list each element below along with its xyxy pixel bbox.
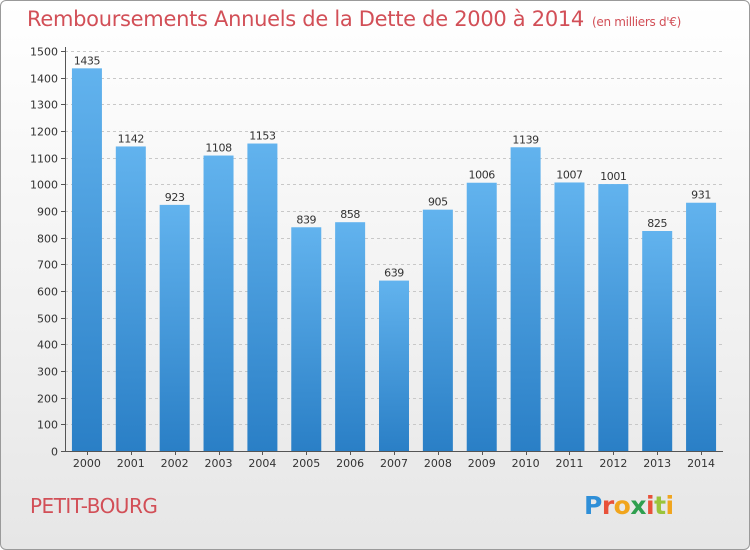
data-label: 858 bbox=[340, 208, 360, 221]
logo-letter: i bbox=[665, 491, 675, 520]
labels: 0 100 200 300 400 500 600 700 800 900 1000 1100 1200… bbox=[30, 46, 715, 471]
bar bbox=[642, 231, 673, 451]
y-tick-label: 800 bbox=[37, 233, 58, 246]
bar bbox=[466, 182, 497, 451]
chart-subtitle: (en milliers d'€) bbox=[592, 15, 682, 29]
logo-letter: x bbox=[630, 491, 646, 520]
y-tick-label: 300 bbox=[37, 366, 58, 379]
bar bbox=[71, 68, 102, 451]
logo-letter: o bbox=[613, 491, 631, 520]
data-label: 1139 bbox=[512, 133, 539, 146]
data-label: 1007 bbox=[556, 168, 583, 181]
data-label: 905 bbox=[428, 196, 448, 209]
x-tick-label: 2001 bbox=[117, 457, 145, 470]
bar bbox=[686, 202, 717, 451]
data-label: 1142 bbox=[118, 132, 144, 145]
y-tick-label: 900 bbox=[37, 206, 58, 219]
x-tick-label: 2002 bbox=[161, 457, 189, 470]
y-tick-label: 100 bbox=[37, 419, 58, 432]
bar bbox=[554, 182, 585, 451]
axes bbox=[61, 47, 723, 455]
x-tick-label: 2010 bbox=[512, 457, 540, 470]
bar bbox=[159, 204, 190, 451]
bar bbox=[510, 147, 541, 451]
bars bbox=[71, 68, 717, 452]
data-label: 1435 bbox=[74, 54, 101, 67]
y-tick-label: 200 bbox=[37, 393, 58, 406]
x-tick-label: 2011 bbox=[555, 457, 583, 470]
y-tick-label: 600 bbox=[37, 286, 58, 299]
x-tick-label: 2014 bbox=[687, 457, 715, 470]
y-tick-label: 1400 bbox=[30, 73, 58, 86]
x-tick-label: 2013 bbox=[643, 457, 671, 470]
y-tick-label: 1200 bbox=[30, 126, 58, 139]
data-label: 1153 bbox=[249, 130, 276, 143]
x-tick-label: 2006 bbox=[336, 457, 364, 470]
y-tick-label: 400 bbox=[37, 339, 58, 352]
logo-letter: i bbox=[646, 491, 655, 520]
x-tick-label: 2012 bbox=[599, 457, 627, 470]
data-label: 825 bbox=[647, 217, 667, 230]
logo-letter: r bbox=[601, 491, 614, 520]
bar bbox=[598, 184, 629, 452]
y-tick-label: 700 bbox=[37, 259, 58, 272]
y-tick-label: 1000 bbox=[30, 179, 58, 192]
data-label: 1006 bbox=[469, 169, 496, 182]
y-tick-label: 1300 bbox=[30, 99, 58, 112]
bar bbox=[247, 143, 278, 452]
bar bbox=[422, 209, 453, 451]
chart-title: Remboursements Annuels de la Dette de 20… bbox=[27, 7, 681, 31]
logo-letter: P bbox=[584, 491, 602, 520]
bar bbox=[379, 280, 409, 451]
data-label: 923 bbox=[165, 191, 185, 204]
bar bbox=[291, 227, 322, 451]
x-tick-label: 2008 bbox=[424, 457, 452, 470]
data-label: 839 bbox=[296, 213, 316, 226]
bar bbox=[203, 155, 234, 452]
data-label: 1001 bbox=[600, 170, 626, 183]
logo-letter: t bbox=[654, 491, 666, 520]
bar bbox=[335, 222, 366, 451]
data-label: 931 bbox=[691, 189, 711, 202]
x-tick-label: 2005 bbox=[292, 457, 320, 470]
x-tick-label: 2004 bbox=[248, 457, 276, 470]
x-tick-label: 2007 bbox=[380, 457, 408, 470]
x-tick-label: 2000 bbox=[73, 457, 101, 470]
data-label: 1108 bbox=[205, 142, 232, 155]
y-tick-label: 0 bbox=[51, 446, 58, 459]
bar bbox=[115, 146, 146, 451]
y-tick-label: 500 bbox=[37, 313, 58, 326]
data-label: 639 bbox=[384, 267, 404, 280]
x-tick-label: 2003 bbox=[205, 457, 233, 470]
y-tick-label: 1100 bbox=[30, 153, 58, 166]
location-name: PETIT-BOURG bbox=[30, 494, 158, 518]
proxiti-logo: Proxiti bbox=[584, 491, 674, 520]
title-main: Remboursements Annuels de la Dette de 20… bbox=[27, 7, 584, 31]
y-tick-label: 1500 bbox=[30, 46, 58, 59]
x-tick-label: 2009 bbox=[468, 457, 496, 470]
